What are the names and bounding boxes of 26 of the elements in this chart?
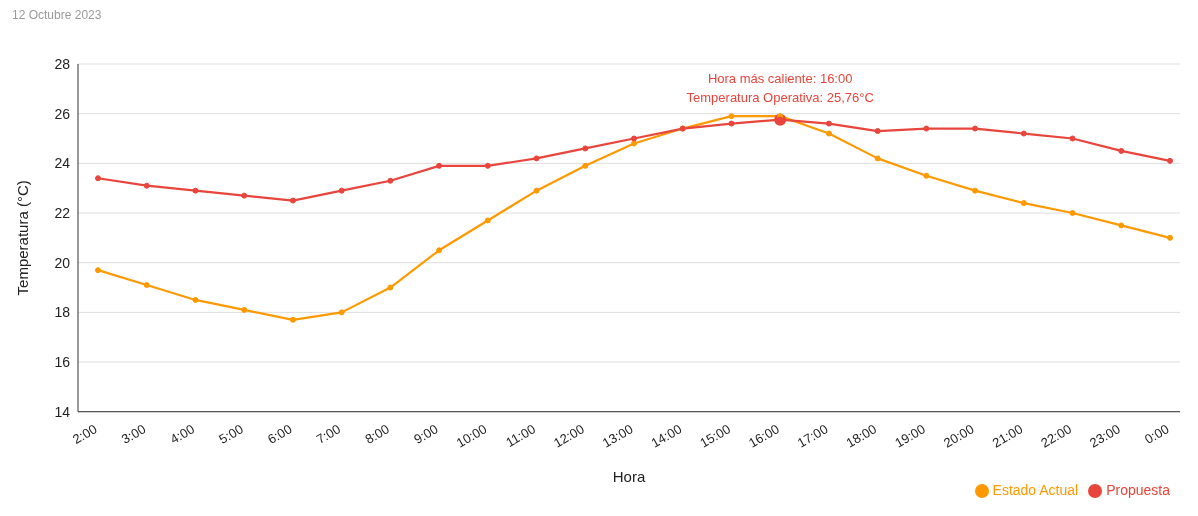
x-tick-label: 11:00 [503, 421, 539, 451]
x-tick-label: 4:00 [167, 421, 197, 447]
x-tick-label: 8:00 [362, 421, 392, 447]
legend-label: Propuesta [1106, 481, 1170, 498]
x-tick-label: 6:00 [264, 421, 295, 447]
x-tick-label: 7:00 [313, 421, 344, 447]
y-tick-label: 26 [54, 105, 71, 122]
x-tick-label: 0:00 [1142, 421, 1172, 447]
x-tick-label: 3:00 [118, 421, 149, 447]
y-tick-label: 18 [54, 304, 71, 321]
annotation: Hora más caliente: 16:00 Temperatura Operativa: 25,76°C [686, 70, 874, 105]
y-tick-label: 20 [54, 254, 71, 271]
legend-label: Estado Actual [992, 481, 1079, 498]
y-tick-label: 16 [54, 354, 71, 370]
y-tick-label: 22 [54, 204, 71, 221]
y-tick-label: 28 [54, 55, 71, 72]
x-axis-title: Hora [612, 467, 646, 485]
x-tick-label: 2:00 [70, 421, 100, 447]
x-tick-label: 16:00 [746, 421, 782, 451]
x-tick-label: 12:00 [551, 421, 587, 451]
y-axis-title: Temperatura (°C) [14, 180, 32, 296]
y-tick-label: 24 [54, 155, 71, 172]
chart-subtitle: 12 Octubre 2023 [12, 8, 103, 24]
x-tick-label: 5:00 [216, 421, 246, 447]
y-tick-label: 14 [54, 403, 71, 420]
x-tick-label: 9:00 [411, 421, 441, 447]
